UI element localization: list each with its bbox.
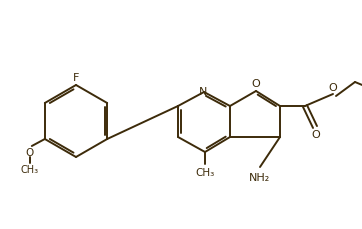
Text: N: N — [199, 87, 207, 97]
Text: O: O — [252, 79, 260, 89]
Text: CH₃: CH₃ — [21, 164, 39, 174]
Text: F: F — [73, 73, 79, 83]
Text: O: O — [312, 129, 320, 139]
Text: O: O — [26, 147, 34, 157]
Text: CH₃: CH₃ — [195, 167, 215, 177]
Text: NH₂: NH₂ — [249, 172, 271, 182]
Text: O: O — [329, 83, 337, 93]
